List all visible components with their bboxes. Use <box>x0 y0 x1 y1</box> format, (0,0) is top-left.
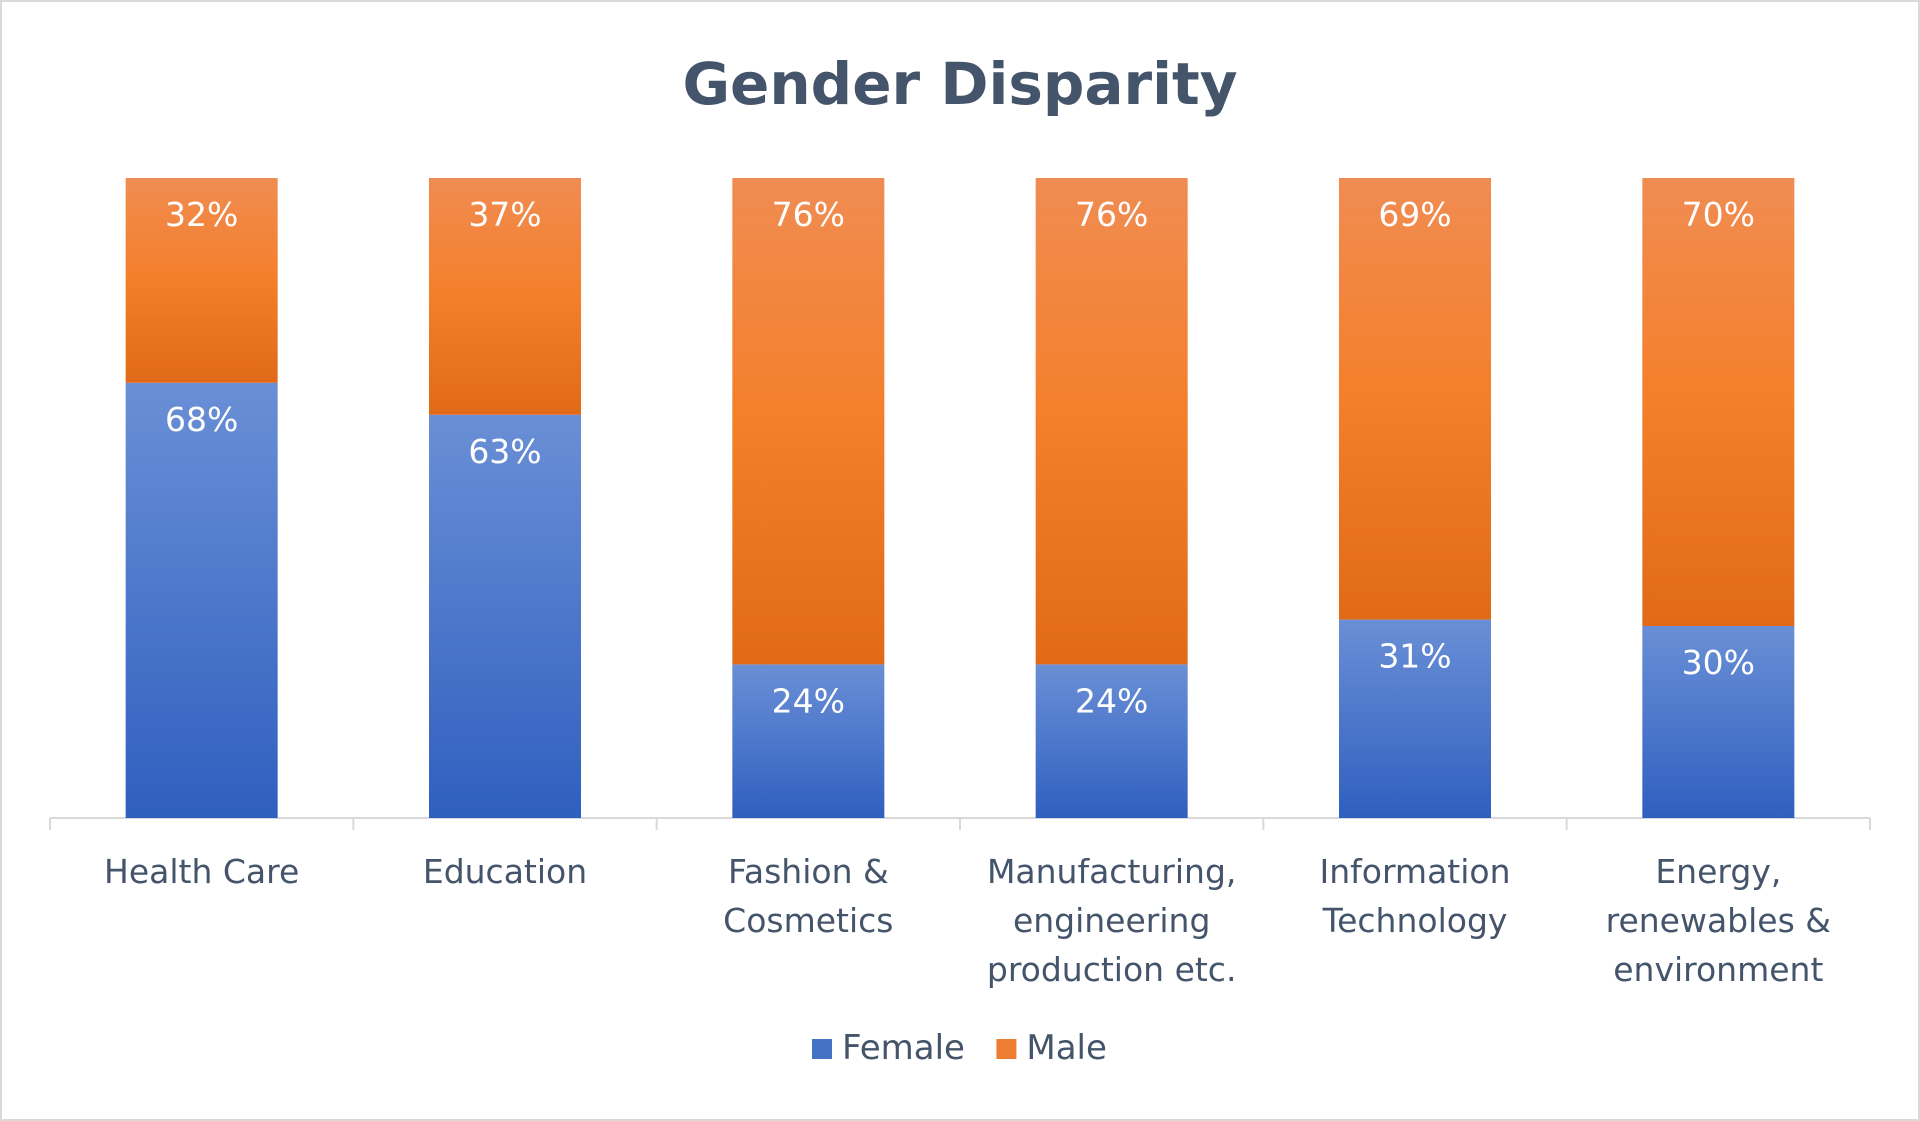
category-label: Manufacturing, engineering production etc. <box>987 852 1237 989</box>
bar-male <box>1035 178 1188 665</box>
legend-label-female: Female <box>842 1028 965 1068</box>
legend-label-male: Male <box>1026 1028 1107 1068</box>
category-label-line: Technology <box>1322 901 1508 940</box>
category-label: Fashion & Cosmetics <box>723 852 893 940</box>
plot-area: 68% 32% Health Care 63% 37% Education 24% 76% Fa… <box>49 178 1871 989</box>
data-label-male: 76% <box>1075 195 1148 234</box>
legend-swatch-female <box>812 1039 832 1059</box>
data-label-female: 63% <box>468 432 541 471</box>
legend-item-female: Female <box>812 1028 965 1068</box>
bar-female <box>429 414 581 818</box>
category-label: Information Technology <box>1319 852 1510 940</box>
legend: Female Male <box>812 1028 1107 1068</box>
bar-female <box>125 382 278 818</box>
bar-male <box>1642 178 1795 626</box>
category-label: Health Care <box>104 852 299 891</box>
data-label-female: 24% <box>1075 681 1148 720</box>
data-label-female: 31% <box>1378 637 1451 676</box>
data-label-female: 24% <box>772 681 845 720</box>
category-label-line: Health Care <box>104 852 299 891</box>
category-label-line: renewables & <box>1606 901 1831 940</box>
data-label-female: 30% <box>1682 643 1755 682</box>
category-label: Education <box>423 852 587 891</box>
category-label-line: engineering <box>1013 901 1210 940</box>
bar-male <box>125 178 278 383</box>
bar-female <box>1035 664 1188 818</box>
category-label-line: Information <box>1319 852 1510 891</box>
bar-female <box>1642 626 1795 818</box>
data-label-male: 37% <box>468 195 541 234</box>
category-label: Energy, renewables & environment <box>1606 852 1831 989</box>
bar-female <box>732 664 885 818</box>
category-label-line: Energy, <box>1655 852 1781 891</box>
category-label-line: Manufacturing, <box>987 852 1236 891</box>
legend-swatch-male <box>996 1039 1017 1059</box>
data-label-male: 70% <box>1682 195 1755 234</box>
data-label-male: 76% <box>772 195 845 234</box>
category-label-line: production etc. <box>987 950 1237 989</box>
chart-title: Gender Disparity <box>682 50 1237 118</box>
data-label-male: 32% <box>165 195 238 234</box>
category-label-line: Education <box>423 852 587 891</box>
bar-male <box>1339 178 1491 620</box>
data-label-female: 68% <box>165 400 238 439</box>
data-label-male: 69% <box>1378 195 1451 234</box>
category-label-line: Cosmetics <box>723 901 893 940</box>
bar-male <box>732 178 885 665</box>
bar-female <box>1339 619 1491 818</box>
legend-item-male: Male <box>996 1028 1107 1068</box>
category-label-line: environment <box>1613 950 1823 989</box>
category-label-line: Fashion & <box>728 852 889 891</box>
bar-male <box>429 178 581 415</box>
